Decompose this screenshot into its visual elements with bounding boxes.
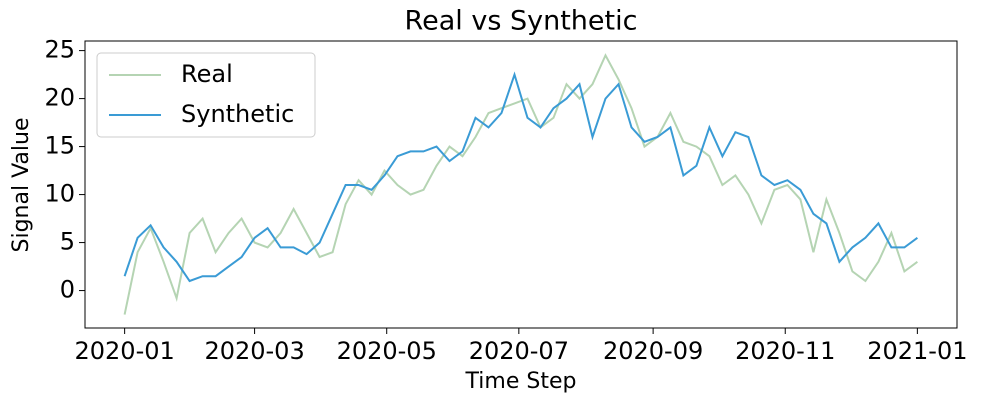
- y-tick-label: 5: [60, 228, 75, 256]
- x-tick-label: 2020-07: [469, 337, 569, 365]
- y-tick-label: 0: [60, 276, 75, 304]
- x-tick-label: 2020-11: [735, 337, 835, 365]
- x-axis-label: Time Step: [465, 369, 577, 394]
- y-tick-label: 15: [44, 132, 75, 160]
- chart-title: Real vs Synthetic: [405, 6, 638, 37]
- legend-label: Synthetic: [181, 100, 294, 128]
- y-tick-label: 25: [44, 36, 75, 64]
- y-tick-label: 10: [44, 180, 75, 208]
- x-tick-label: 2020-05: [337, 337, 437, 365]
- x-tick-label: 2021-01: [867, 337, 967, 365]
- legend-label: Real: [181, 60, 233, 88]
- x-tick-label: 2020-01: [74, 337, 174, 365]
- plot-frame: [84, 40, 958, 329]
- x-tick-label: 2020-03: [204, 337, 304, 365]
- series-line: [123, 71, 918, 283]
- series-line: [123, 53, 918, 315]
- y-axis-label: Signal Value: [9, 118, 34, 253]
- y-tick-label: 20: [44, 84, 75, 112]
- x-tick-label: 2020-09: [603, 337, 703, 365]
